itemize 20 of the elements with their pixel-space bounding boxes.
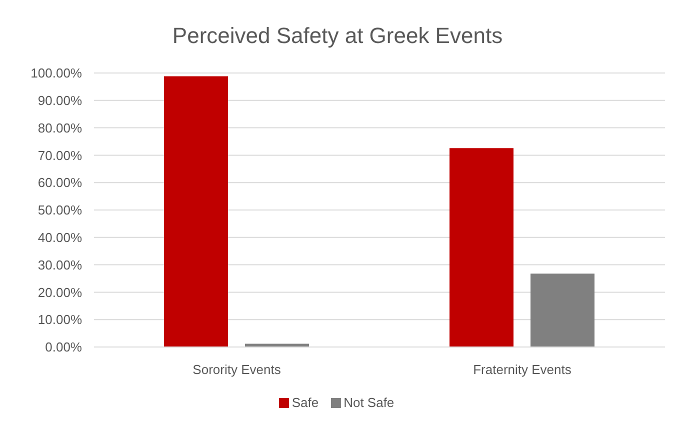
y-tick-label: 70.00% <box>38 148 82 163</box>
x-tick-label: Fraternity Events <box>473 362 572 378</box>
x-tick-label: Sorority Events <box>192 362 282 378</box>
y-tick-label: 100.00% <box>30 66 82 81</box>
y-tick-label: 60.00% <box>38 175 82 190</box>
y-tick-label: 30.00% <box>38 257 82 272</box>
bar <box>450 148 514 347</box>
y-tick-label: 10.00% <box>38 312 82 328</box>
y-tick-label: 80.00% <box>38 120 82 136</box>
y-tick-label: 50.00% <box>38 202 82 218</box>
y-tick-label: 20.00% <box>38 284 82 300</box>
y-tick-label: 90.00% <box>38 93 82 108</box>
bar <box>164 76 228 347</box>
y-tick-label: 0.00% <box>45 340 82 355</box>
legend-label: Not Safe <box>344 395 394 410</box>
bar <box>245 344 309 347</box>
chart-title: Perceived Safety at Greek Events <box>171 23 504 49</box>
bar <box>530 274 594 347</box>
legend-label: Safe <box>292 395 319 410</box>
y-tick-label: 40.00% <box>38 230 82 246</box>
